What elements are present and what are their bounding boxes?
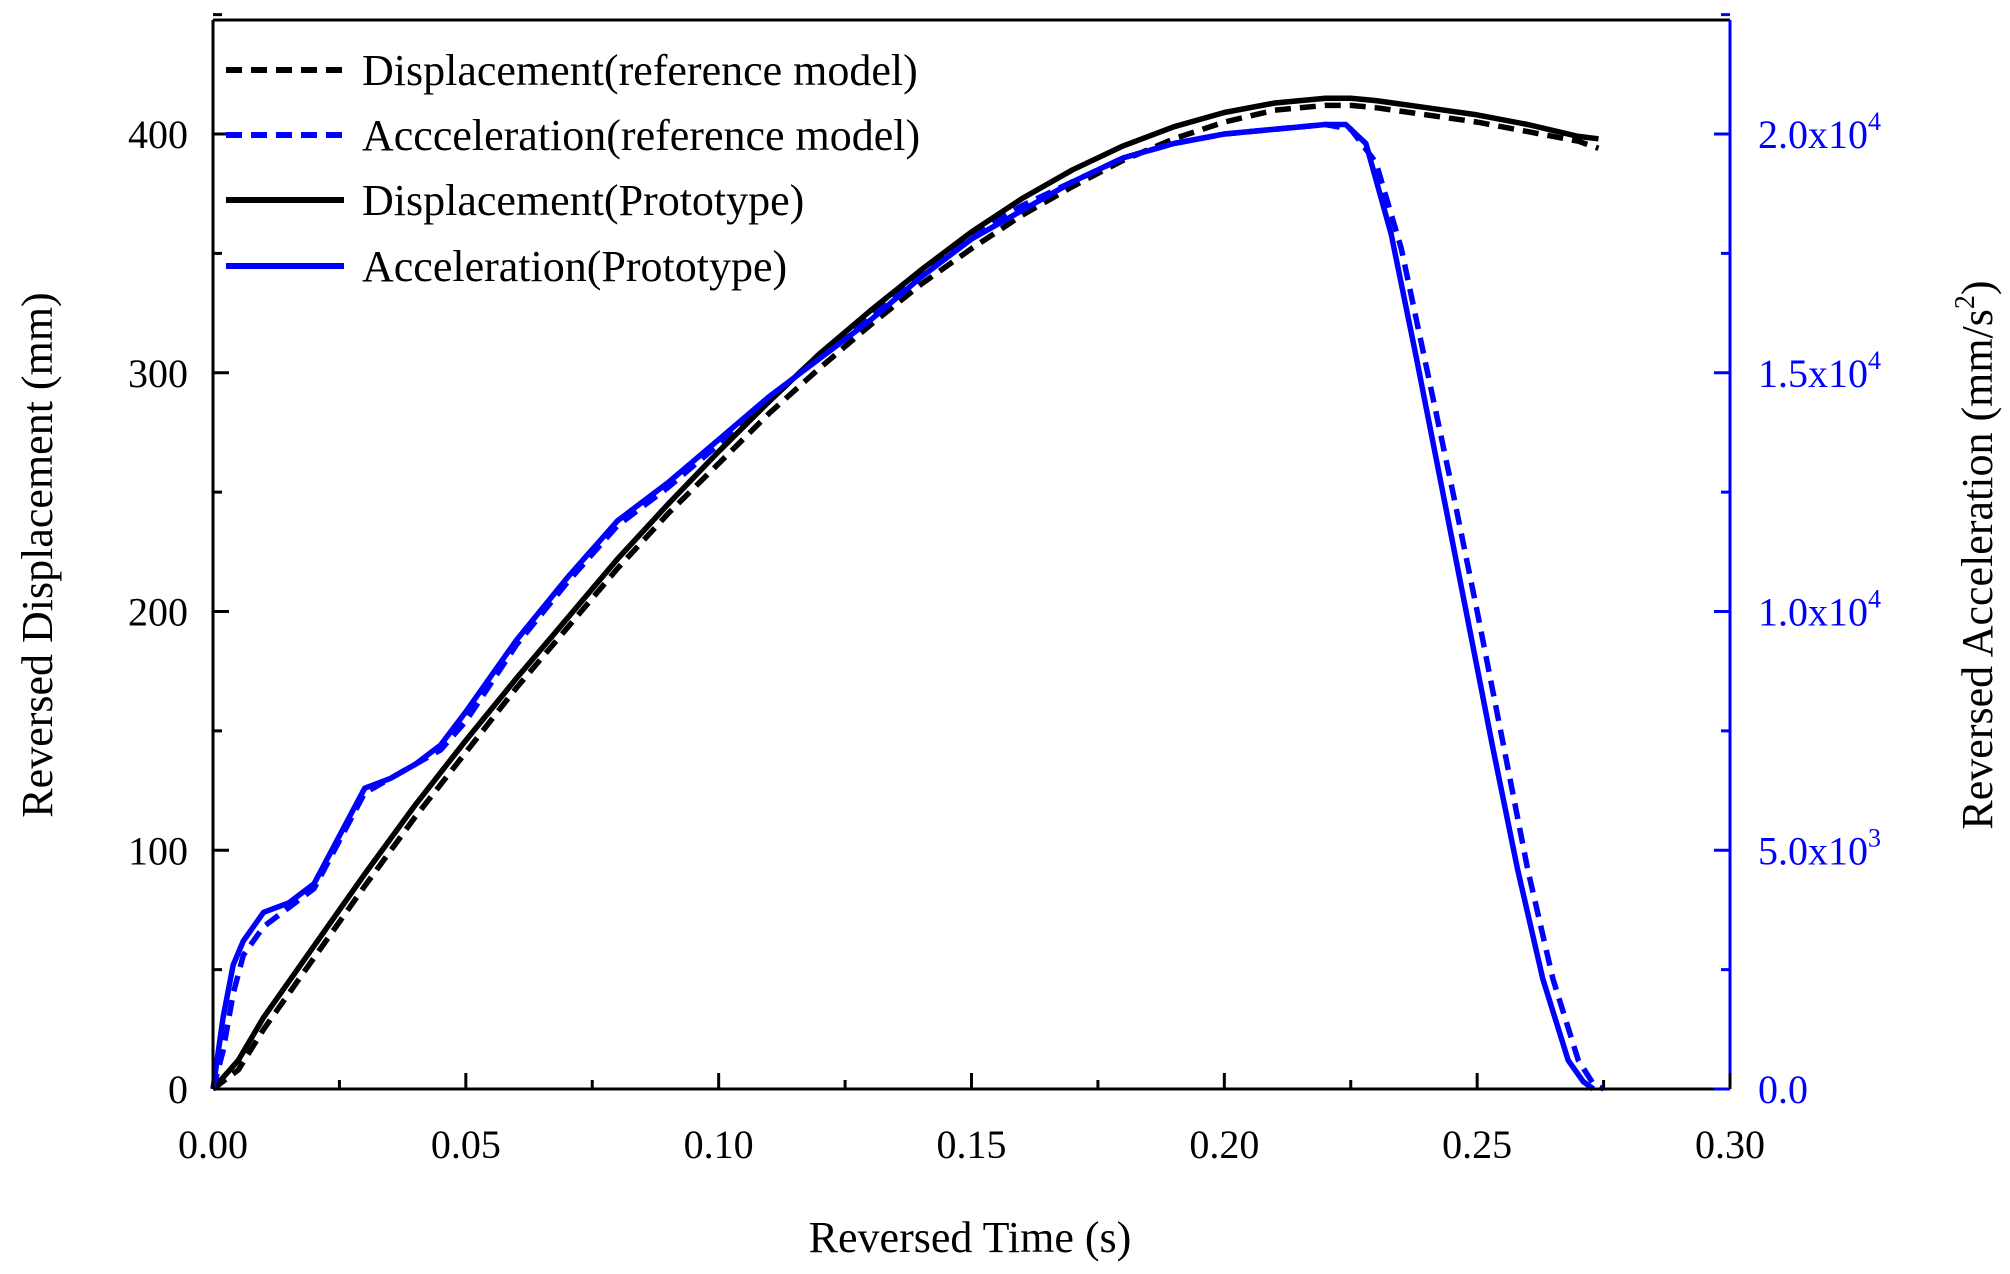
legend: Displacement(reference model) Acccelerat… xyxy=(226,46,920,291)
y-left-ticks: 0 100 200 300 400 xyxy=(128,13,229,1112)
series-acceleration-prototype xyxy=(210,121,1596,1092)
series-layer xyxy=(210,95,1605,1092)
y-right-tick-label: 0.0 xyxy=(1758,1067,1808,1112)
y-left-tick-label: 0 xyxy=(168,1067,188,1112)
legend-label-acceleration-prototype: Acceleration(Prototype) xyxy=(362,242,787,291)
x-axis-title: Reversed Time (s) xyxy=(809,1213,1132,1262)
legend-label-acceleration-reference: Accceleration(reference model) xyxy=(362,111,920,160)
x-tick-label: 0.30 xyxy=(1695,1122,1765,1167)
series-displacement-reference xyxy=(211,102,1600,1092)
x-ticks: 0.00 0.05 0.10 0.15 0.20 0.25 0.30 xyxy=(178,1073,1765,1167)
legend-label-displacement-prototype: Displacement(Prototype) xyxy=(362,176,804,225)
y-left-tick-label: 300 xyxy=(128,351,188,396)
y-right-axis-title-suffix: ) xyxy=(1953,280,2002,295)
y-right-tick-label: 5.0x103 xyxy=(1758,823,1881,873)
y-left-tick-label: 400 xyxy=(128,112,188,157)
y-right-axis-title-sup: 2 xyxy=(1950,295,1981,309)
x-tick-label: 0.10 xyxy=(684,1122,754,1167)
y-right-ticks: 0.0 5.0x103 1.0x104 1.5x104 2.0x104 xyxy=(1714,13,1881,1112)
y-left-tick-label: 100 xyxy=(128,828,188,873)
y-right-axis-title-main: Reversed Acceleration (mm/s xyxy=(1953,309,2002,829)
y-right-tick-label: 1.0x104 xyxy=(1758,585,1881,635)
y-left-tick-label: 200 xyxy=(128,590,188,635)
legend-label-displacement-reference: Displacement(reference model) xyxy=(362,46,918,95)
y-right-axis-title: Reversed Acceleration (mm/s2) xyxy=(1950,280,2002,829)
x-tick-label: 0.00 xyxy=(178,1122,248,1167)
series-displacement-prototype xyxy=(210,95,1599,1091)
x-tick-label: 0.20 xyxy=(1189,1122,1259,1167)
y-right-tick-label: 2.0x104 xyxy=(1758,107,1881,157)
x-tick-label: 0.05 xyxy=(431,1122,501,1167)
x-tick-label: 0.15 xyxy=(937,1122,1007,1167)
y-right-tick-label: 1.5x104 xyxy=(1758,346,1881,396)
y-left-axis-title: Reversed Displacement (mm) xyxy=(13,292,62,817)
x-tick-label: 0.25 xyxy=(1442,1122,1512,1167)
